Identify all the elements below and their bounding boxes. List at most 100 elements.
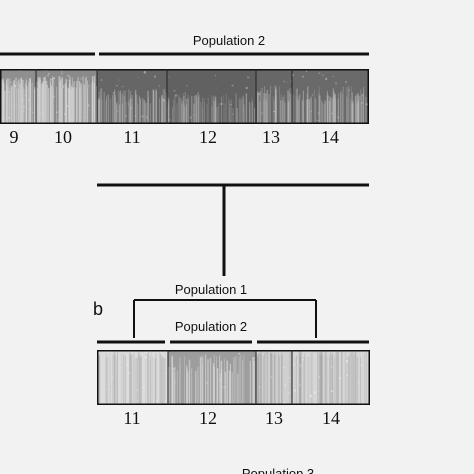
top-segment-9-speckle (7, 117, 10, 119)
top-segment-14-speckle (366, 103, 369, 106)
top-segment-10-speckle (62, 85, 64, 88)
top-segment-10-speckle (57, 118, 59, 121)
top-segment-13-label: 13 (262, 127, 280, 147)
top-segment-13-fill (256, 69, 292, 124)
panel-b-segment-11-speckle (105, 388, 108, 390)
top-segment-12-speckle (215, 87, 217, 89)
panel-b-segment-14-speckle (330, 390, 333, 392)
top-segment-10-speckle (66, 105, 69, 107)
top-segment-11-speckle (158, 85, 160, 88)
top-segment-10-speckle (61, 72, 63, 75)
panel-b-segment-14-speckle (313, 391, 316, 394)
top-structure-plot (0, 69, 369, 124)
top-segment-14-speckle (335, 82, 337, 85)
top-segment-14-speckle (292, 74, 294, 77)
top-segment-9-speckle (10, 81, 13, 83)
top-segment-10-speckle (44, 103, 47, 106)
panel-b-segment-12-speckle (238, 352, 241, 355)
panel-b-segment-13-label: 13 (265, 408, 283, 428)
top-segment-14-speckle (345, 81, 348, 84)
panel-b-segment-12-speckle (253, 357, 255, 360)
top-segment-12-speckle (175, 94, 177, 97)
top-segment-11-speckle (112, 92, 115, 94)
top-segment-14-speckle (325, 77, 328, 80)
panel-b-segment-12-speckle (206, 381, 208, 384)
panel-b-segment-11-speckle (136, 400, 139, 402)
top-segment-11-speckle (143, 71, 146, 74)
top-segment-13-speckle (285, 81, 287, 83)
panel-b-population-1-label: Population 1 (175, 282, 247, 297)
top-segment-12-speckle (194, 114, 196, 116)
panel-b-segment-13-speckle (283, 402, 286, 404)
panel-b-segment-13-speckle (284, 384, 286, 387)
top-segment-9-speckle (7, 96, 9, 99)
top-segment-10-speckle (66, 75, 70, 77)
top-segment-9-speckle (29, 108, 32, 110)
top-segment-14-speckle (322, 74, 324, 77)
top-segment-12-speckle (189, 116, 192, 119)
top-segment-13-speckle (273, 121, 274, 123)
top-segment-9-speckle (14, 85, 17, 88)
panel-b-segment-13-fill (256, 350, 292, 405)
panel-b-segment-11-label: 11 (123, 408, 140, 428)
top-segment-10-speckle (43, 112, 45, 114)
top-segment-9-speckle (13, 105, 15, 107)
top-segment-11-speckle (141, 115, 144, 118)
top-segment-12-speckle (231, 84, 234, 87)
panel-b-segment-12-label: 12 (199, 408, 217, 428)
panel-b-segment-14-speckle (367, 394, 369, 396)
panel-b-segment-13-speckle (288, 376, 291, 379)
top-segment-13-speckle (290, 115, 293, 117)
top-segment-11-speckle (125, 114, 127, 117)
panel-b-segment-14-speckle (300, 364, 301, 367)
top-segment-11-speckle (137, 76, 139, 78)
panel-b-segment-14-speckle (301, 358, 304, 361)
top-segment-13-speckle (265, 121, 267, 124)
top-segment-12-speckle (168, 76, 170, 78)
top-segment-9-speckle (15, 78, 18, 80)
panel-b-segment-11-fill (97, 350, 168, 405)
panel-b-segment-14-speckle (309, 395, 312, 397)
top-segment-10-speckle (53, 77, 56, 80)
top-segment-12-speckle (169, 118, 171, 121)
top-segment-11-speckle (130, 106, 132, 109)
panel-b-segment-13-speckle (257, 352, 259, 354)
panel-b-segment-14-label: 14 (322, 408, 340, 428)
panel-b-label: b (93, 299, 103, 319)
top-segment-10-speckle (48, 72, 50, 75)
top-segment-9-speckle (23, 110, 25, 112)
top-segment-14-speckle (331, 113, 334, 114)
top-segment-10-speckle (43, 98, 46, 101)
top-segment-11-speckle (153, 75, 156, 78)
top-segment-14-speckle (306, 70, 307, 73)
top-segment-14-speckle (310, 110, 313, 113)
top-segment-9-speckle (9, 103, 11, 106)
panel-b-segment-12-speckle (223, 386, 225, 389)
top-segment-10-speckle (64, 113, 66, 115)
top-segment-11-speckle (146, 117, 148, 120)
panel-b-segment-11-speckle (142, 386, 145, 389)
top-segment-14-speckle (316, 119, 319, 121)
panel-b-segment-11-speckle (112, 376, 114, 379)
top-segment-14-speckle (361, 94, 364, 96)
panel-b-segment-13-speckle (288, 392, 291, 394)
top-segment-11-speckle (100, 79, 103, 81)
top-segment-14-speckle (299, 94, 301, 97)
panel-b-segment-14-speckle (330, 366, 333, 368)
panel-b-segment-14-speckle (346, 374, 348, 376)
top-segment-12-speckle (185, 85, 188, 87)
panel-b-segment-11-speckle (144, 356, 147, 359)
panel-b-segment-14-speckle (360, 364, 362, 367)
panel-b-segment-13-speckle (258, 386, 260, 388)
top-segment-11-speckle (145, 115, 148, 118)
panel-b-segment-12-speckle (190, 371, 192, 373)
top-segment-14-speckle (295, 90, 297, 92)
top-population-2-label: Population 2 (193, 33, 265, 48)
top-segment-10-speckle (50, 78, 53, 81)
top-segment-12-speckle (242, 109, 244, 112)
top-segment-14-speckle (337, 116, 340, 119)
top-plot-frame (0, 69, 369, 124)
top-segment-11-speckle (162, 99, 165, 102)
